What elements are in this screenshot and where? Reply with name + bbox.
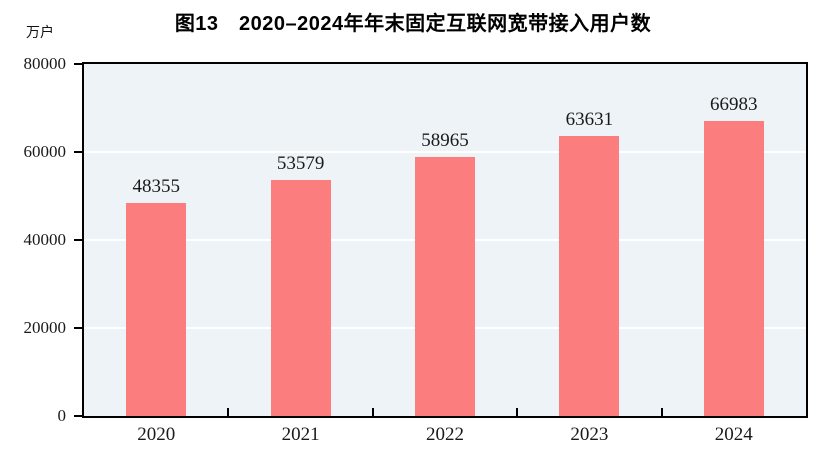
x-axis-label: 2022: [425, 424, 464, 445]
y-tick: [74, 415, 82, 417]
x-axis-label: 2021: [281, 424, 320, 445]
bar-value-label: 63631: [565, 109, 614, 131]
y-tick-label: 20000: [23, 318, 67, 337]
y-axis: 0 20000 40000 60000 80000: [0, 54, 82, 425]
x-tick: [371, 408, 374, 416]
bar: [126, 203, 187, 416]
bar: [559, 136, 620, 416]
gridline: [84, 151, 806, 153]
y-tick: [74, 151, 82, 153]
bar-value-label: 53579: [276, 153, 325, 175]
y-axis-unit-label: 万户: [26, 26, 54, 41]
y-tick: [74, 239, 82, 241]
plot-area: 48355 53579 58965 63631 66983: [82, 62, 808, 418]
chart-title: 图13 2020–2024年年末固定互联网宽带接入用户数: [174, 13, 652, 35]
x-tick: [660, 408, 663, 416]
y-tick: [74, 327, 82, 329]
x-axis-label: 2023: [570, 424, 609, 445]
y-tick-label: 60000: [23, 142, 67, 161]
y-tick-label: 0: [57, 406, 67, 425]
y-tick: [74, 63, 82, 65]
plot-inner: 48355 53579 58965 63631 66983: [84, 64, 806, 416]
y-tick-label: 80000: [23, 54, 67, 73]
x-axis-label: 2020: [137, 424, 176, 445]
x-axis-labels: 2020 2021 2022 2023 2024: [84, 423, 806, 449]
bar: [703, 121, 764, 416]
y-tick-label: 40000: [23, 230, 67, 249]
bar: [415, 156, 475, 416]
x-tick: [227, 408, 230, 416]
bar-value-label: 66983: [710, 94, 758, 116]
x-axis-label: 2024: [714, 424, 753, 445]
bar-value-label: 58965: [421, 129, 469, 151]
bar-value-label: 48355: [132, 176, 180, 198]
bar: [270, 180, 331, 416]
x-tick: [516, 408, 519, 416]
